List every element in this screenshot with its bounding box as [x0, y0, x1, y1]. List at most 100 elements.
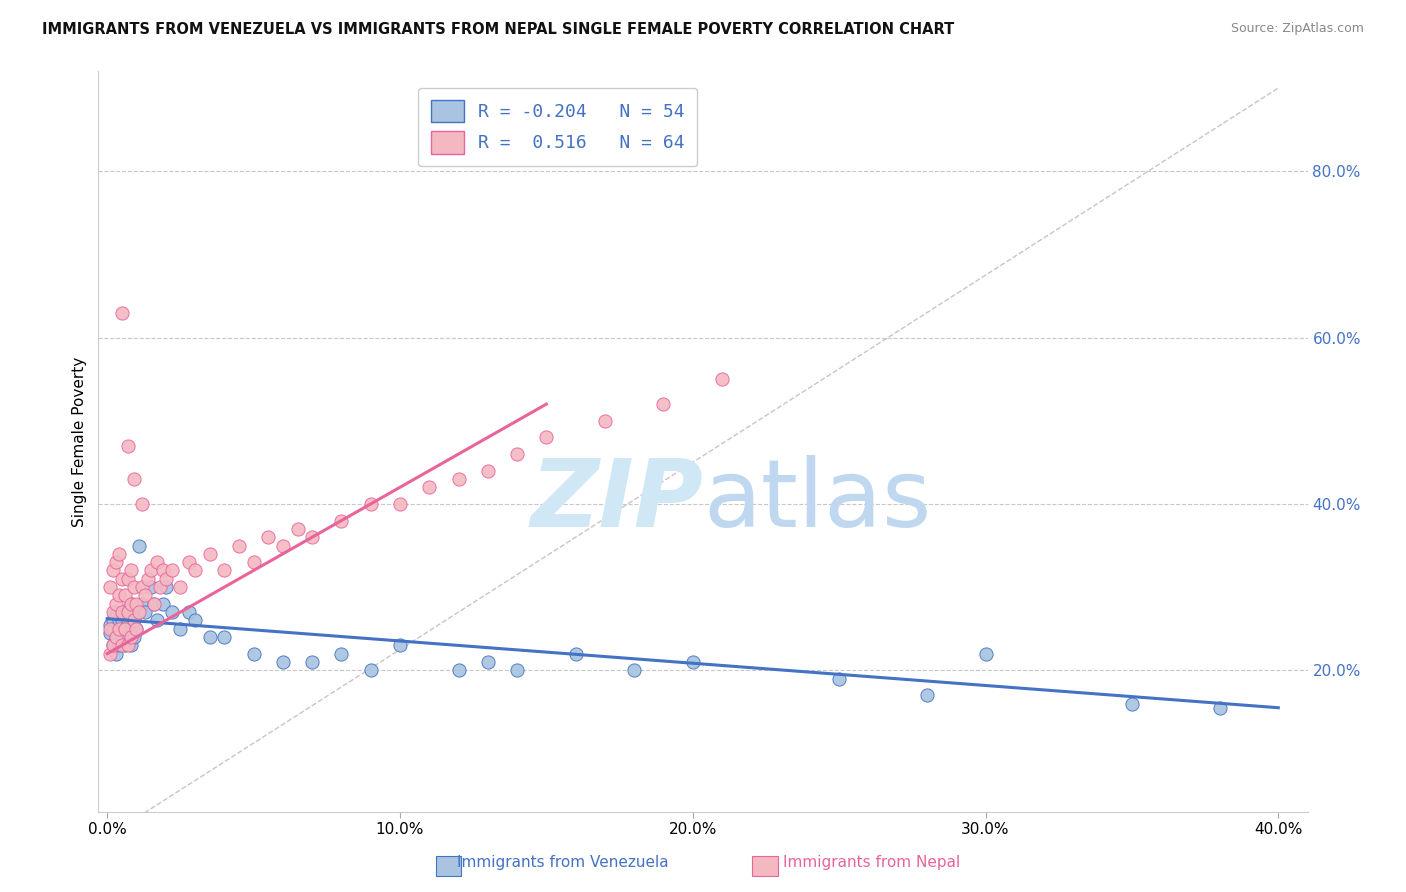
Point [108, 638, 131, 652]
Point [287, 522, 309, 536]
Point [117, 614, 139, 628]
Point [169, 622, 191, 636]
Point [711, 372, 734, 386]
Point [506, 663, 529, 677]
Point [128, 539, 150, 553]
Point [360, 497, 382, 511]
Point [120, 597, 142, 611]
Point [128, 605, 150, 619]
Point [301, 530, 323, 544]
Point [1121, 697, 1143, 711]
Legend: R = -0.204   N = 54, R =  0.516   N = 64: R = -0.204 N = 54, R = 0.516 N = 64 [419, 87, 697, 166]
Point [136, 572, 159, 586]
Point [114, 622, 136, 636]
Point [114, 622, 136, 636]
Point [242, 647, 264, 661]
Point [228, 539, 250, 553]
Point [108, 614, 131, 628]
Point [564, 647, 586, 661]
Text: Source: ZipAtlas.com: Source: ZipAtlas.com [1230, 22, 1364, 36]
Point [652, 397, 675, 411]
Point [122, 630, 145, 644]
Point [111, 630, 134, 644]
Point [101, 605, 124, 619]
Point [125, 605, 148, 619]
Point [131, 580, 153, 594]
Point [122, 472, 145, 486]
Point [114, 589, 136, 603]
Point [131, 597, 153, 611]
Point [104, 597, 127, 611]
Point [111, 638, 134, 652]
Text: Immigrants from Venezuela: Immigrants from Venezuela [457, 855, 668, 870]
Point [330, 514, 353, 528]
Point [131, 497, 153, 511]
Point [198, 630, 221, 644]
Point [120, 638, 142, 652]
Point [184, 564, 207, 578]
Point [101, 622, 124, 636]
Point [98, 625, 121, 640]
Point [101, 638, 124, 652]
Point [117, 630, 139, 644]
Text: Immigrants from Nepal: Immigrants from Nepal [783, 855, 960, 870]
Point [98, 617, 121, 632]
Point [152, 564, 174, 578]
Point [101, 614, 124, 628]
Point [111, 614, 134, 628]
Point [146, 614, 169, 628]
Point [117, 638, 139, 652]
Point [98, 647, 121, 661]
Point [101, 638, 124, 652]
Point [122, 580, 145, 594]
Point [447, 472, 470, 486]
Point [98, 580, 121, 594]
Point [108, 589, 131, 603]
Point [117, 605, 139, 619]
Point [271, 655, 294, 669]
Point [447, 663, 470, 677]
Text: IMMIGRANTS FROM VENEZUELA VS IMMIGRANTS FROM NEPAL SINGLE FEMALE POVERTY CORRELA: IMMIGRANTS FROM VENEZUELA VS IMMIGRANTS … [42, 22, 955, 37]
Point [418, 480, 440, 494]
Y-axis label: Single Female Poverty: Single Female Poverty [72, 357, 87, 526]
Point [506, 447, 529, 461]
Point [974, 647, 997, 661]
Point [301, 655, 323, 669]
Point [179, 555, 201, 569]
Point [623, 663, 645, 677]
Point [134, 605, 156, 619]
Point [120, 597, 142, 611]
Point [104, 555, 127, 569]
Point [101, 564, 124, 578]
Point [915, 688, 938, 702]
Point [114, 638, 136, 652]
Point [271, 539, 294, 553]
Point [536, 430, 558, 444]
Point [477, 655, 499, 669]
Point [125, 622, 148, 636]
Point [134, 589, 156, 603]
Point [108, 622, 131, 636]
Point [108, 547, 131, 561]
Point [214, 630, 236, 644]
Point [477, 464, 499, 478]
Point [214, 564, 236, 578]
Point [169, 580, 191, 594]
Point [143, 597, 166, 611]
Point [104, 605, 127, 619]
Point [120, 630, 142, 644]
Point [149, 580, 172, 594]
Point [104, 647, 127, 661]
Point [125, 597, 148, 611]
Point [139, 580, 162, 594]
Bar [752, 856, 778, 876]
Point [139, 564, 162, 578]
Point [120, 564, 142, 578]
Point [242, 555, 264, 569]
Point [1209, 700, 1232, 714]
Point [104, 630, 127, 644]
Point [360, 663, 382, 677]
Point [179, 605, 201, 619]
Text: atlas: atlas [703, 455, 931, 547]
Point [104, 630, 127, 644]
